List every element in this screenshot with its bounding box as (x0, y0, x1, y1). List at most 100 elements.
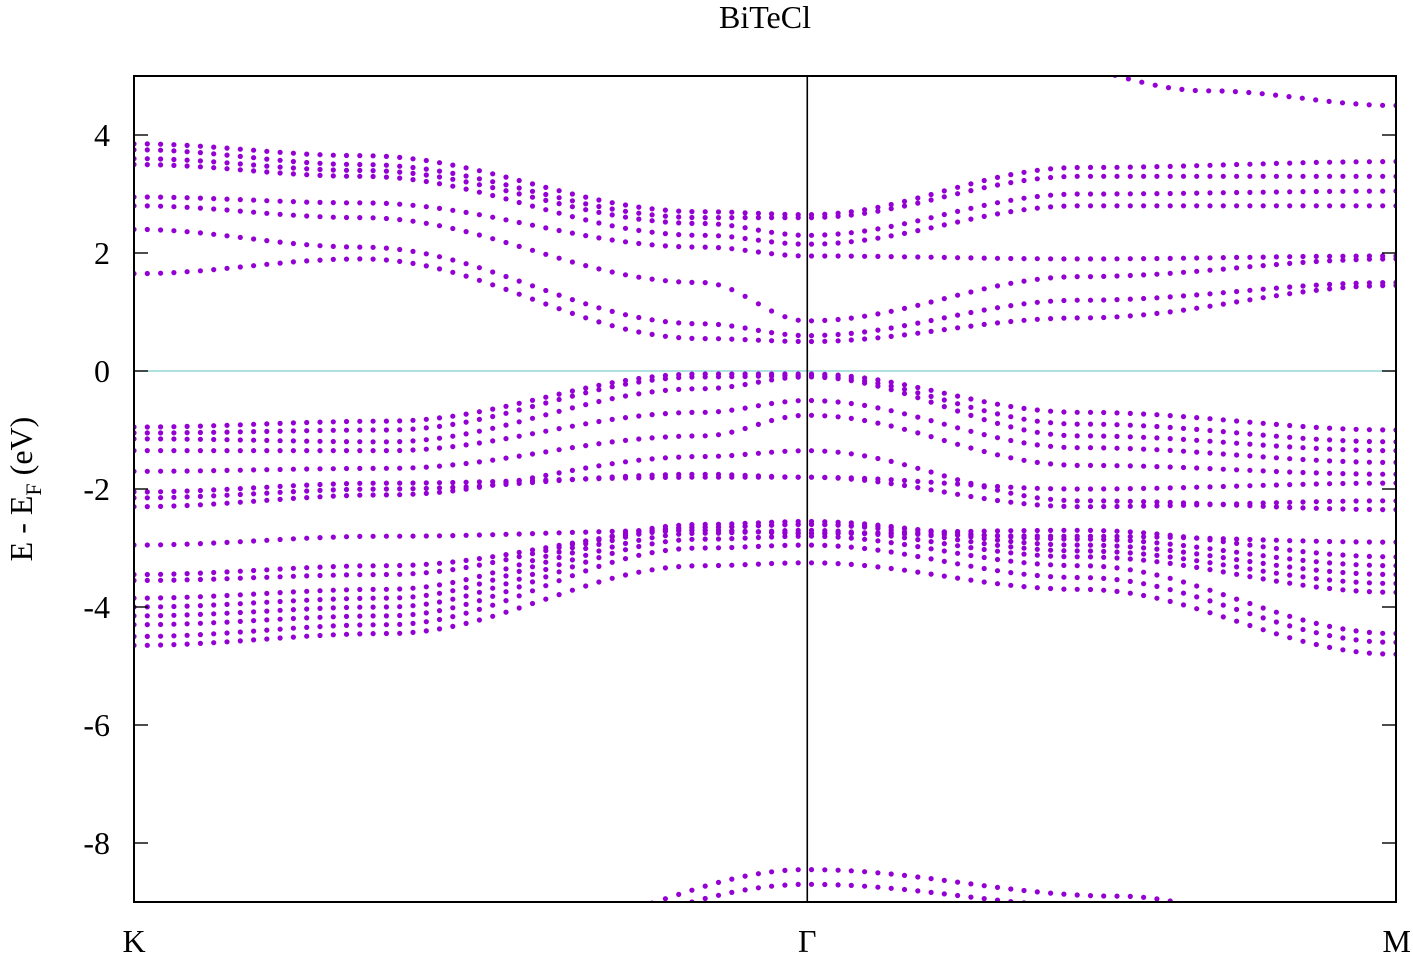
band-point (915, 228, 921, 234)
band-point (941, 315, 947, 321)
band-point (848, 561, 854, 568)
band-point (968, 412, 974, 418)
band-point (1340, 285, 1346, 291)
band-point (423, 561, 429, 567)
band-point (1127, 296, 1133, 302)
band-point (808, 253, 815, 259)
band-point (1287, 284, 1293, 290)
band-point (1061, 574, 1067, 580)
band-point (702, 883, 708, 889)
band-point (476, 416, 482, 422)
band-point (1114, 203, 1120, 209)
band-point (224, 592, 230, 599)
band-point (715, 453, 722, 459)
band-point (915, 218, 921, 224)
band-point (357, 486, 363, 492)
band-point (171, 156, 177, 163)
band-point (543, 197, 549, 203)
band-point (769, 330, 775, 336)
band-point (1101, 554, 1107, 560)
band-point (636, 537, 642, 543)
band-point (569, 198, 576, 204)
band-point (1034, 167, 1040, 173)
band-point (1220, 614, 1226, 620)
band-point (1128, 906, 1133, 911)
band-point (901, 198, 908, 204)
band-point (994, 497, 1001, 504)
band-point (343, 448, 350, 454)
y-tick-label: -2 (83, 471, 110, 507)
band-point (915, 465, 921, 471)
band-point (1074, 433, 1080, 439)
band-point (290, 483, 296, 489)
band-point (1260, 263, 1266, 269)
band-point (636, 216, 642, 222)
band-point (928, 254, 934, 260)
band-point (649, 317, 655, 323)
band-point (1034, 546, 1040, 552)
band-point (662, 539, 669, 545)
band-point (304, 448, 310, 454)
band-point (1101, 564, 1107, 570)
band-point (277, 489, 283, 495)
band-point (1021, 533, 1027, 539)
band-point (862, 545, 868, 552)
band-point (1114, 537, 1120, 543)
band-point (144, 436, 150, 442)
band-point (158, 270, 164, 276)
band-point (343, 604, 350, 611)
band-point (676, 244, 682, 250)
band-point (516, 419, 522, 425)
band-point (755, 327, 762, 333)
band-point (1034, 889, 1040, 895)
band-point (397, 492, 403, 498)
band-point (1141, 503, 1147, 509)
band-point (941, 437, 947, 444)
band-point (1366, 480, 1372, 486)
band-point (264, 484, 270, 490)
band-point (835, 338, 841, 344)
band-point (290, 495, 296, 501)
band-point (769, 308, 775, 314)
band-point (955, 408, 961, 414)
band-point (211, 640, 217, 646)
band-point (264, 490, 270, 496)
band-point (264, 169, 270, 175)
band-point (1101, 486, 1107, 492)
band-point (875, 253, 881, 259)
band-point (1008, 484, 1014, 490)
band-point (476, 265, 482, 271)
band-point (928, 434, 934, 440)
band-point (702, 280, 708, 286)
band-point (596, 476, 602, 482)
band-point (994, 542, 1001, 548)
band-point (397, 586, 403, 592)
band-point (211, 950, 216, 955)
band-point (1087, 486, 1094, 492)
band-point (370, 465, 376, 471)
band-point (264, 448, 270, 454)
band-point (211, 151, 217, 157)
band-point (197, 448, 203, 454)
band-point (1300, 938, 1305, 943)
band-point (1313, 282, 1319, 288)
band-point (1048, 298, 1054, 304)
band-point (1154, 540, 1160, 546)
band-point (516, 400, 522, 406)
band-point (848, 230, 854, 236)
band-point (1180, 425, 1187, 431)
band-point (490, 602, 496, 608)
band-point (928, 531, 934, 538)
band-point (1141, 446, 1147, 452)
band-point (516, 191, 522, 197)
band-point (689, 220, 695, 226)
band-10 (134, 527, 1396, 548)
band-point (397, 480, 403, 486)
band-point (808, 474, 815, 480)
band-point (423, 425, 429, 431)
band-point (596, 418, 602, 425)
band-point (583, 545, 589, 552)
band-point (1247, 297, 1253, 303)
band-point (1101, 203, 1107, 209)
band-point (994, 483, 1001, 490)
